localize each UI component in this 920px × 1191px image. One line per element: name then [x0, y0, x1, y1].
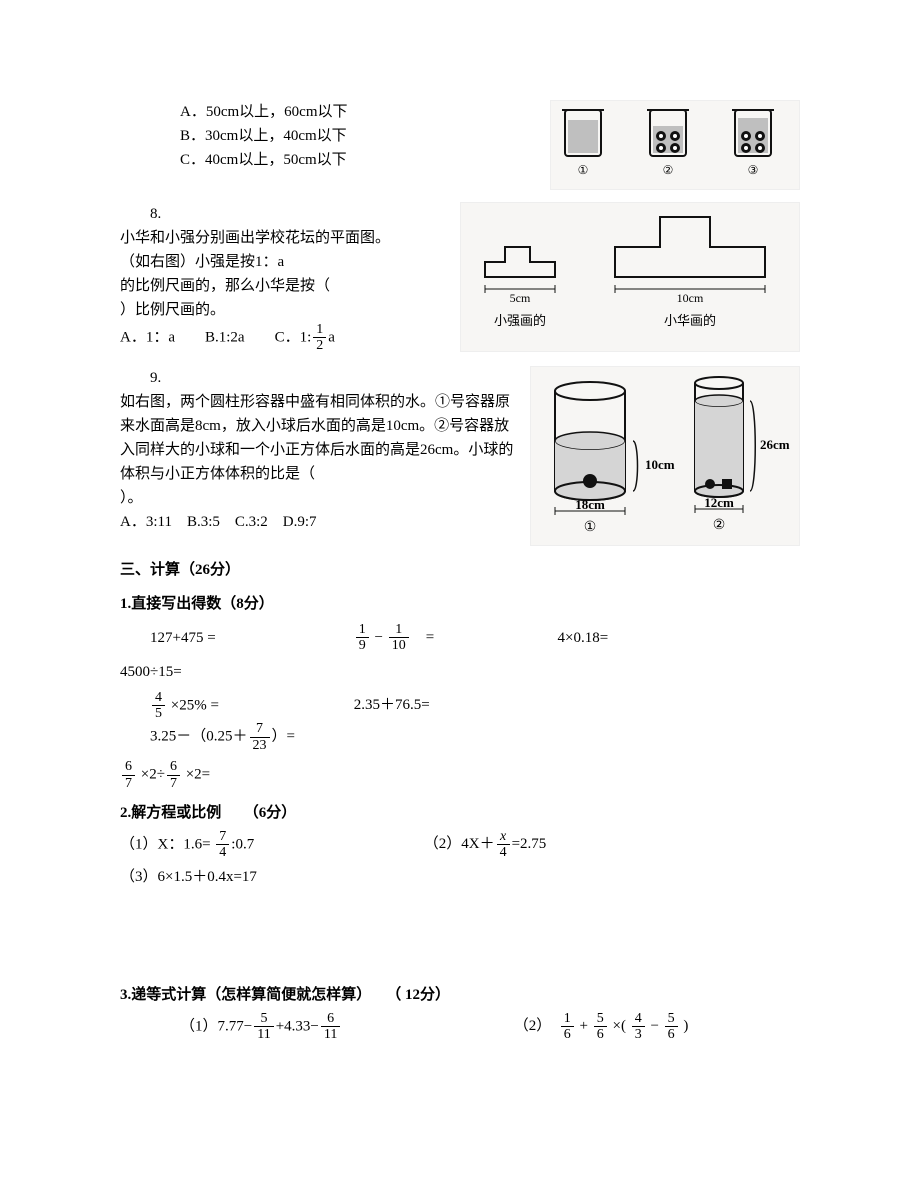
q8-line1: 小华和小强分别画出学校花坛的平面图。 — [120, 226, 450, 250]
p3-e2-n1: 1 — [561, 1011, 574, 1027]
p2-e2-pre: （2）4X＋ — [424, 836, 495, 852]
p2-e2: （2）4X＋x4=2.75 — [424, 836, 547, 852]
p1-e2-n2: 1 — [389, 622, 409, 638]
q8-number: 8. — [150, 202, 450, 226]
p1-e2: 19 − 110 = — [354, 622, 554, 654]
q8-q-caption: 小强画的 — [494, 313, 546, 328]
p3-e1-n2: 6 — [321, 1011, 340, 1027]
p1-e2-post: = — [411, 629, 434, 645]
p1-e8: 67 ×2÷67 ×2= — [120, 759, 800, 791]
p3-e2-s2: ×( — [609, 1018, 630, 1034]
q9-h1: 10cm — [645, 457, 675, 472]
p3-e1-n1: 5 — [254, 1011, 273, 1027]
p1-e5-post: ×25% = — [167, 697, 219, 713]
p1-e7-d: 23 — [250, 738, 270, 753]
p3-e2-post: ) — [680, 1018, 689, 1034]
q7-opt-a: A．50cm以上，60cm以下 — [180, 100, 540, 124]
sec3-title: 三、计算（26分） — [120, 558, 800, 582]
q8-q-dim: 5cm — [510, 291, 531, 305]
q9-figure: 10cm 18cm ① — [530, 366, 800, 546]
q7-fig-lbl1: ① — [578, 163, 589, 177]
p1-e8-d2: 7 — [167, 776, 180, 791]
p1-e8-d1: 7 — [122, 776, 135, 791]
q7-opt-b: B．30cm以上，40cm以下 — [180, 124, 540, 148]
p3-e2-d4: 6 — [665, 1027, 678, 1042]
q8-figure: 5cm 小强画的 10cm 小华画的 — [460, 202, 800, 352]
q9-tail: ）。 — [120, 490, 143, 506]
q9-h2: 26cm — [760, 437, 790, 452]
q8-h-dim: 10cm — [677, 291, 704, 305]
sec3-p3-title: 3.递等式计算（怎样算简便就怎样算） （ 12分） — [120, 983, 800, 1007]
q8-opts-prefix: A．1：a B.1:2a C．1: — [120, 329, 311, 345]
q9-text: 如右图，两个圆柱形容器中盛有相同体积的水。①号容器原来水面高是8cm，放入小球后… — [120, 394, 513, 482]
q8-c-den: 2 — [313, 338, 326, 353]
q8-h-caption: 小华画的 — [664, 313, 716, 328]
p1-e3: 4×0.18= — [558, 626, 758, 650]
q9-d1: 18cm — [575, 497, 605, 512]
p1-e5-n: 4 — [152, 690, 165, 706]
p1-e2-n1: 1 — [356, 622, 369, 638]
q8-line2: （如右图）小强是按1：a — [120, 250, 450, 274]
sec3-p2-title: 2.解方程或比例 （6分） — [120, 801, 800, 825]
sec3-p1-title: 1.直接写出得数（8分） — [120, 592, 800, 616]
p1-e6: 2.35＋76.5= — [354, 693, 554, 717]
q8-line4: ）比例尺画的。 — [120, 298, 450, 322]
q7-fig-lbl3: ③ — [748, 163, 759, 177]
q9-options: A．3:11 B.3:5 C.3:2 D.9:7 — [120, 510, 520, 534]
p3-e1-d2: 11 — [321, 1027, 340, 1042]
p3-e2-d1: 6 — [561, 1027, 574, 1042]
q9-d2: 12cm — [704, 495, 734, 510]
p3-e2-n3: 4 — [632, 1011, 645, 1027]
p3-e1: （1）7.77−511+4.33−611 — [180, 1011, 510, 1043]
p1-e4: 4500÷15= — [120, 660, 800, 684]
p3-e2-d3: 3 — [632, 1027, 645, 1042]
p3-e2-n4: 5 — [665, 1011, 678, 1027]
p1-e2-mid: − — [371, 629, 387, 645]
q9-number: 9. — [150, 366, 520, 390]
p1-e8-post: ×2= — [182, 766, 210, 782]
p1-e2-d2: 10 — [389, 638, 409, 653]
p2-e2-post: =2.75 — [512, 836, 547, 852]
p3-e2-s3: − — [647, 1018, 663, 1034]
p3-e2-n2: 5 — [594, 1011, 607, 1027]
p2-e1-post: :0.7 — [231, 836, 254, 852]
p2-e2-n: x — [497, 829, 510, 845]
p1-e7-post: ）= — [272, 729, 295, 745]
p1-e8-mid: ×2÷ — [137, 766, 165, 782]
p3-e2: （2） 16 + 56 ×( 43 − 56 ) — [514, 1018, 689, 1034]
p1-e1: 127+475 = — [150, 626, 350, 650]
p1-e5-d: 5 — [152, 706, 165, 721]
q7-opt-c: C．40cm以上，50cm以下 — [180, 148, 540, 172]
p3-e1-mid: +4.33− — [276, 1018, 319, 1034]
p1-e7: 3.25－（0.25＋723）= — [150, 721, 410, 753]
q8-options: A．1：a B.1:2a C．1:12a — [120, 322, 450, 354]
q8-c-suffix: a — [328, 329, 335, 345]
p1-e8-n2: 6 — [167, 759, 180, 775]
q7-fig-lbl2: ② — [663, 163, 674, 177]
p1-e2-d1: 9 — [356, 638, 369, 653]
p2-e1-d: 4 — [216, 845, 229, 860]
p3-e1-pre: （1）7.77− — [180, 1018, 252, 1034]
p3-e2-d2: 6 — [594, 1027, 607, 1042]
p1-e5: 45 ×25% = — [150, 690, 350, 722]
p2-e1-n: 7 — [216, 829, 229, 845]
p2-e2-d: 4 — [497, 845, 510, 860]
p3-e2-pre: （2） — [514, 1018, 559, 1034]
p2-e1-pre: （1）X：1.6= — [120, 836, 214, 852]
p3-e1-d1: 11 — [254, 1027, 273, 1042]
q9-l2: ② — [713, 518, 726, 533]
q7-options: A．50cm以上，60cm以下 B．30cm以上，40cm以下 C．40cm以上… — [180, 100, 540, 172]
p1-e8-n1: 6 — [122, 759, 135, 775]
q9-l1: ① — [584, 520, 597, 535]
p2-e1: （1）X：1.6= 74:0.7 — [120, 829, 420, 861]
p1-e7-pre: 3.25－（0.25＋ — [150, 729, 248, 745]
q8-line3: 的比例尺画的，那么小华是按（ — [120, 274, 450, 298]
p1-e7-n: 7 — [250, 721, 270, 737]
q7-figure: ① ② — [550, 100, 800, 190]
p3-e2-s1: + — [576, 1018, 592, 1034]
p2-e3: （3）6×1.5＋0.4x=17 — [120, 865, 800, 889]
q8-c-num: 1 — [313, 322, 326, 338]
